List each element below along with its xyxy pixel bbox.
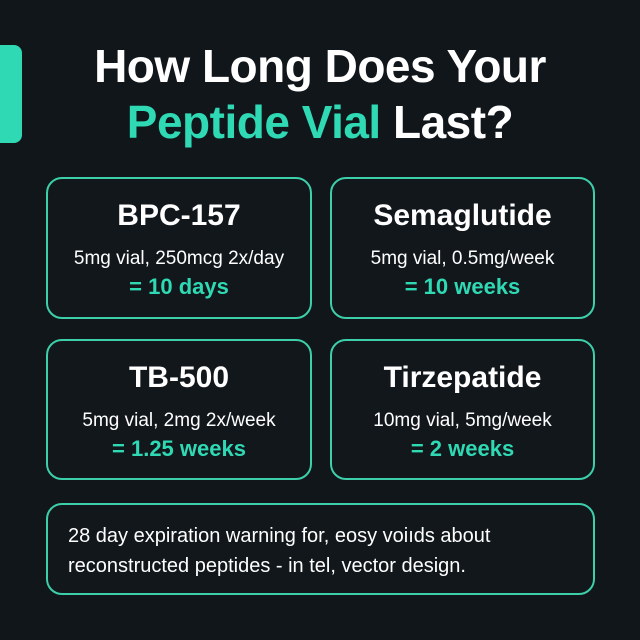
duration-result: = 1.25 weeks bbox=[112, 436, 246, 461]
expiration-note-box: 28 day expiration warning for, eosy voiı… bbox=[46, 503, 595, 595]
peptide-name: Semaglutide bbox=[373, 199, 552, 232]
title-accent-text: Peptide Vial bbox=[126, 96, 381, 148]
peptide-card-tb500: TB-500 5mg vial, 2mg 2x/week = 1.25 week… bbox=[46, 339, 312, 480]
peptide-name: TB-500 bbox=[128, 361, 230, 394]
peptide-name: BPC-157 bbox=[117, 199, 241, 232]
accent-bar bbox=[0, 45, 22, 143]
title-line-1: How Long Does Your bbox=[94, 40, 546, 92]
duration-result: = 2 weeks bbox=[410, 436, 515, 461]
dosage-detail: 10mg vial, 5mg/week bbox=[373, 410, 552, 431]
title-rest-text: Last? bbox=[380, 96, 514, 148]
note-line-2: reconstructed peptides - in tel, vector … bbox=[68, 555, 466, 577]
dosage-detail: 5mg vial, 2mg 2x/week bbox=[82, 410, 276, 431]
peptide-card-semaglutide: Semaglutide 5mg vial, 0.5mg/week = 10 we… bbox=[330, 177, 595, 319]
dosage-detail: 5mg vial, 0.5mg/week bbox=[370, 248, 555, 269]
peptide-card-bpc157: BPC-157 5mg vial, 250mcg 2x/day = 10 day… bbox=[46, 177, 312, 319]
duration-result: = 10 days bbox=[129, 274, 229, 299]
note-line-1: 28 day expiration warning for, eosy voiı… bbox=[68, 525, 491, 547]
peptide-card-tirzepatide: Tirzepatide 10mg vial, 5mg/week = 2 week… bbox=[330, 339, 595, 480]
dosage-detail: 5mg vial, 250mcg 2x/day bbox=[73, 248, 285, 269]
duration-result: = 10 weeks bbox=[404, 274, 521, 299]
page-title: How Long Does Your Peptide Vial Last? bbox=[0, 38, 640, 150]
peptide-name: Tirzepatide bbox=[383, 361, 542, 394]
title-line-2: Peptide Vial Last? bbox=[0, 94, 640, 150]
